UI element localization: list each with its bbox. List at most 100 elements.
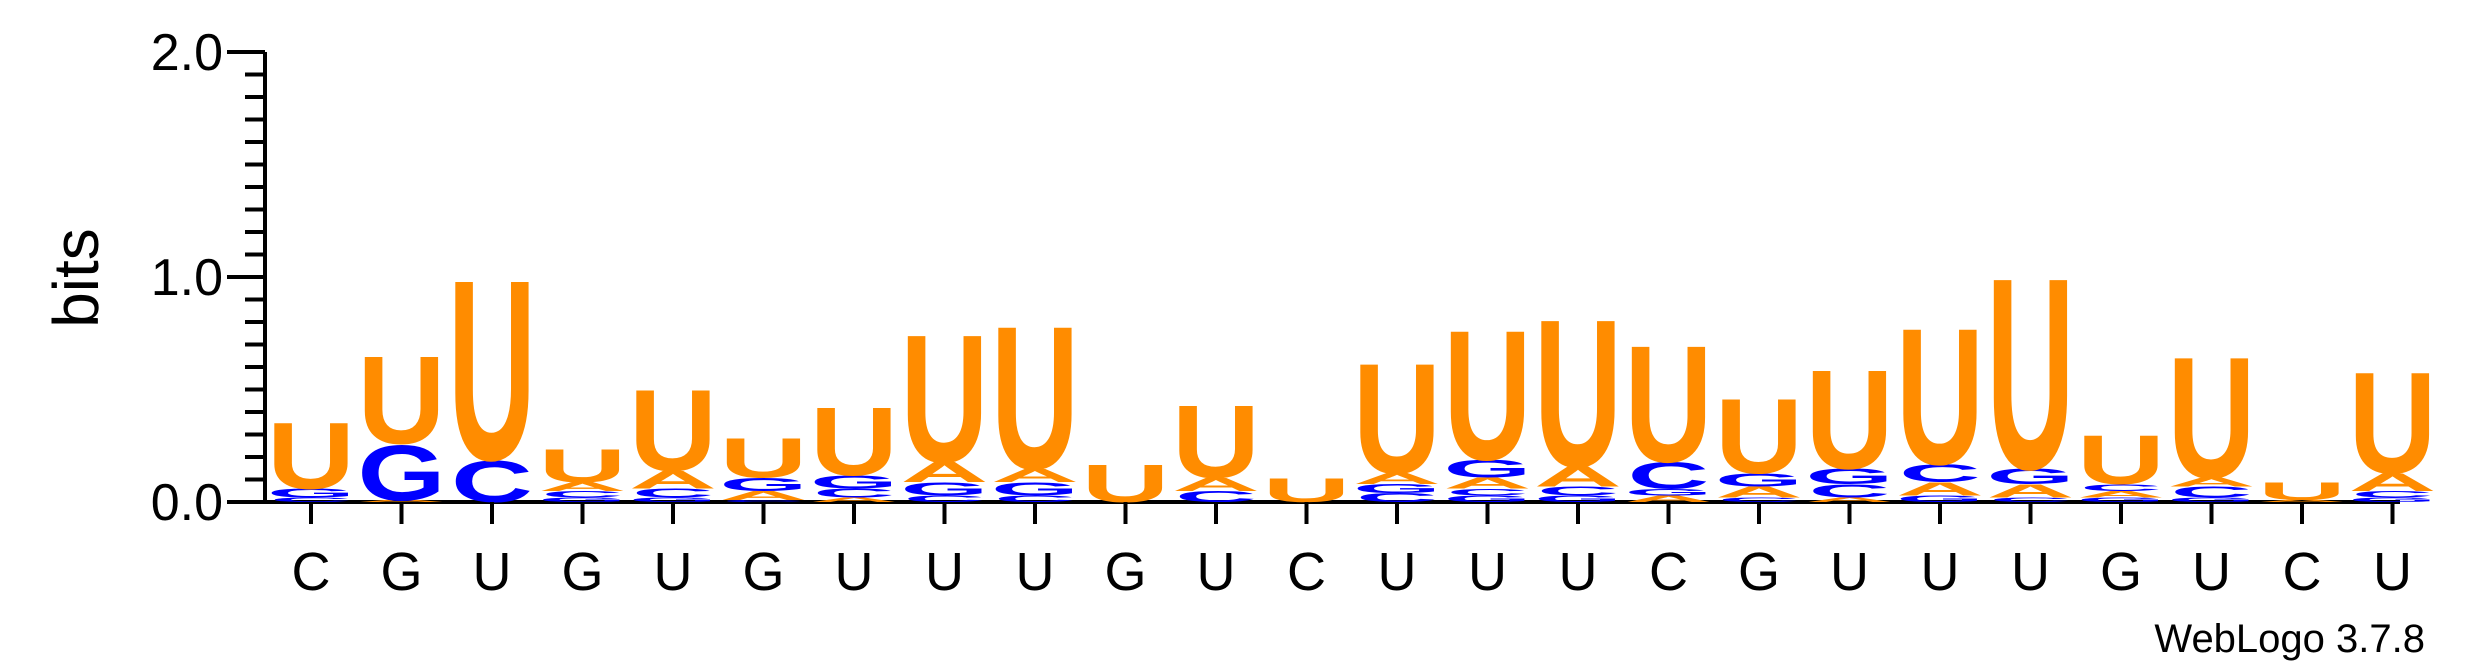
logo-letter-U: U (1443, 293, 1531, 500)
logo-glyph: U (1715, 377, 1803, 496)
logo-letter-G: G (1806, 464, 1894, 489)
logo-glyph: G (720, 474, 808, 495)
logo-letter-A: A (1172, 474, 1260, 495)
x-tick-label: U (654, 542, 693, 602)
logo-glyph: G (1444, 455, 1532, 483)
logo-letter-A: A (1805, 496, 1893, 503)
logo-glyph: A (1986, 481, 2074, 502)
logo-glyph: A (1624, 494, 1712, 504)
logo-letter-A: A (719, 489, 807, 503)
logo-glyph: U (357, 331, 445, 471)
logo-glyph: C (2171, 483, 2253, 501)
logo-glyph: C (542, 489, 624, 500)
logo-letter-C: C (1175, 488, 1257, 506)
logo-glyph: G (1987, 464, 2075, 489)
logo-glyph: C (1356, 491, 1438, 505)
logo-letter-G: G (810, 472, 898, 493)
logo-glyph: G (2349, 496, 2437, 503)
logo-glyph: G (1896, 494, 1984, 505)
x-tick-label: G (380, 542, 422, 602)
logo-letter-U: U (2167, 321, 2255, 514)
logo-glyph: U (1172, 384, 1260, 499)
x-tick-label: U (1378, 542, 1417, 602)
logo-glyph: C (813, 486, 895, 500)
logo-letter-U: U (629, 366, 717, 496)
logo-glyph: C (994, 494, 1076, 505)
logo-glyph: G (1806, 464, 1894, 489)
x-tick-label: U (835, 542, 874, 602)
logo-glyph: A (2167, 475, 2255, 489)
logo-glyph: C (1175, 488, 1257, 506)
logo-letter-U: U (719, 427, 807, 490)
logo-letter-G: G (1353, 482, 1441, 496)
logo-letter-U: U (1534, 276, 1622, 511)
logo-letter-A: A (1534, 461, 1622, 493)
logo-letter-G: G (2168, 496, 2256, 503)
logo-glyph: U (538, 439, 626, 492)
logo-glyph: U (2348, 343, 2436, 504)
logo-glyph: U (1986, 220, 2074, 526)
x-tick-label: C (1287, 542, 1326, 602)
logo-glyph: A (629, 466, 717, 494)
logo-letter-C: C (1628, 455, 1710, 497)
logo-letter-U: U (2077, 421, 2165, 498)
logo-letter-A: A (538, 480, 626, 494)
logo-letter-G: G (1715, 470, 1803, 491)
logo-glyph: U (991, 284, 1079, 512)
logo-glyph: C (270, 496, 352, 503)
logo-letter-A: A (810, 496, 898, 503)
logo-letter-C: C (904, 494, 986, 505)
logo-letter-G: G (629, 496, 717, 503)
logo-glyph: C (1718, 496, 1800, 503)
logo-glyph: C (1447, 487, 1529, 498)
logo-glyph: A (1172, 474, 1260, 495)
logo-glyph: A (810, 496, 898, 503)
logo-glyph: G (1715, 470, 1803, 491)
logo-letter-G: G (1444, 455, 1532, 483)
logo-letter-C: C (2171, 483, 2253, 501)
logo-glyph: G (901, 479, 989, 500)
logo-glyph: A (719, 489, 807, 503)
logo-letter-U: U (448, 227, 536, 515)
logo-glyph: U (2077, 421, 2165, 498)
logo-letter-U: U (267, 404, 355, 510)
logo-glyph: C (1628, 455, 1710, 497)
logo-letter-C: C (1537, 484, 1619, 498)
logo-glyph: G (810, 472, 898, 493)
logo-letter-A: A (1353, 470, 1441, 488)
logo-letter-A: A (1986, 481, 2074, 502)
logo-glyph: U (1624, 311, 1712, 497)
logo-glyph: A (991, 465, 1079, 486)
logo-glyph: G (629, 496, 717, 503)
x-tick-label: U (1559, 542, 1598, 602)
x-tick-label: U (1921, 542, 1960, 602)
x-tick-label: U (2373, 542, 2412, 602)
logo-glyph: U (629, 366, 717, 496)
logo-glyph: A (1896, 478, 1984, 499)
logo-letter-G: G (1625, 487, 1713, 498)
logo-glyph: G (1444, 494, 1532, 505)
logo-letter-G: G (1896, 494, 1984, 505)
logo-letter-U: U (1172, 384, 1260, 499)
logo-letter-A: A (357, 499, 445, 502)
logo-letter-U: U (1896, 289, 1984, 506)
logo-letter-C: C (1899, 459, 1981, 487)
y-tick-label: 0.0 (151, 474, 223, 532)
logo-letter-A: A (1443, 474, 1531, 492)
logo-letter-G: G (2349, 496, 2437, 503)
logo-glyph: G (2168, 496, 2256, 503)
logo-letter-C: C (2080, 482, 2162, 493)
logo-letter-U: U (2258, 477, 2346, 505)
logo-glyph: G (991, 479, 1079, 500)
logo-letter-C: C (2352, 489, 2434, 500)
logo-letter-U: U (1624, 311, 1712, 497)
logo-glyph: A (1443, 474, 1531, 492)
logo-letter-U: U (810, 388, 898, 497)
logo-letter-A: A (1715, 483, 1803, 501)
logo-letter-U: U (357, 331, 445, 471)
logo-glyph: G (1534, 494, 1622, 505)
logo-letter-C: C (1718, 496, 1800, 503)
logo-letter-A: A (2077, 489, 2165, 499)
